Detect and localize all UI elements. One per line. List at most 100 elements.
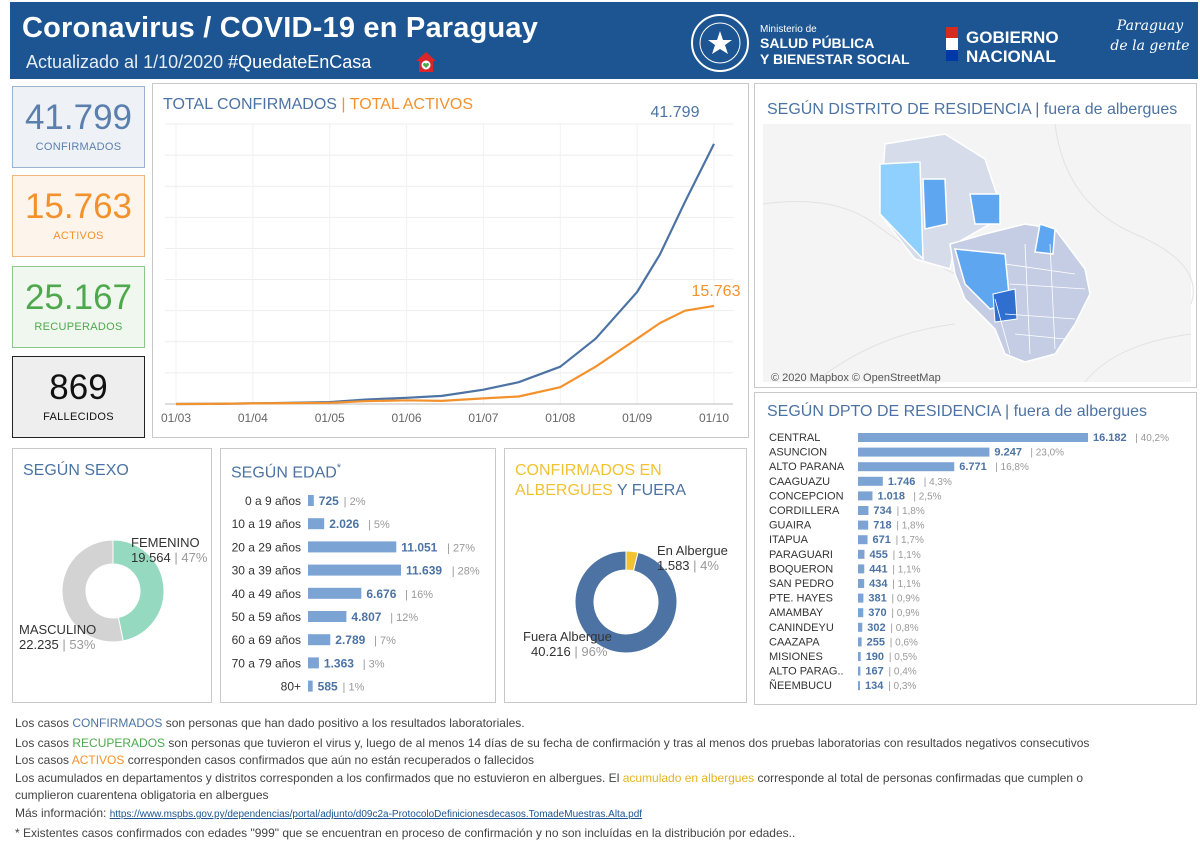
fn2-b: RECUPERADOS xyxy=(72,736,166,750)
slogan-line1: Paraguay xyxy=(1116,18,1184,34)
map-alto-paraguay-district xyxy=(879,161,924,261)
bar-pct-label: | 16,8% xyxy=(995,462,1029,473)
bar-value-label: 455 xyxy=(869,549,887,561)
bar-value-label: 2.026 xyxy=(329,517,359,531)
bar xyxy=(308,541,397,553)
kpi-deaths-label: FALLECIDOS xyxy=(43,411,114,423)
bar-category-label: SAN PEDRO xyxy=(769,578,834,590)
age-title-text: SEGÚN EDAD xyxy=(231,464,337,482)
bar-category-label: CONCEPCION xyxy=(769,490,844,502)
bar-pct-label: | 16% xyxy=(405,589,433,601)
bar-category-label: BOQUERON xyxy=(769,563,833,575)
shelter-title-line1: CONFIRMADOS EN xyxy=(515,462,662,479)
bar-pct-label: | 0,6% xyxy=(890,637,918,648)
trend-title-sep: | xyxy=(341,96,346,113)
bar-value-label: 134 xyxy=(865,680,884,692)
shelter-donut-chart xyxy=(574,550,678,654)
shelter-out-value: 40.216 xyxy=(531,644,571,659)
bar xyxy=(308,587,362,599)
age-title-note: * xyxy=(336,462,342,474)
fn4-a: Los acumulados en departamentos y distri… xyxy=(15,771,620,785)
sex-female-value: 19.564 xyxy=(131,550,171,565)
trend-x-tick-label: 01/06 xyxy=(392,411,422,425)
more-info-link[interactable]: https://www.mspbs.gov.py/dependencias/po… xyxy=(109,809,643,820)
slogan-line2: de la gente xyxy=(1110,38,1190,54)
bar-category-label: PARAGUARI xyxy=(769,549,833,561)
bar-value-label: 11.051 xyxy=(401,540,437,554)
bar-pct-label: | 12% xyxy=(390,612,418,624)
bar-value-label: 167 xyxy=(865,666,883,678)
bar-category-label: CANINDEYU xyxy=(769,622,834,634)
ministry-logo: Ministerio de SALUD PÚBLICA Y BIENESTAR … xyxy=(760,24,910,67)
shelter-title-fuera: Y FUERA xyxy=(616,482,687,499)
fn6-a: Más información: xyxy=(15,806,107,820)
gob-line1: GOBIERNO xyxy=(966,28,1059,47)
bar-pct-label: | 40,2% xyxy=(1135,433,1169,444)
shelter-out-slice xyxy=(574,550,678,654)
bar-category-label: AMAMBAY xyxy=(769,607,824,619)
bar-pct-label: | 28% xyxy=(452,566,480,578)
bar xyxy=(308,518,325,530)
bar-value-label: 2.789 xyxy=(335,633,365,647)
bar-category-label: CENTRAL xyxy=(769,432,820,444)
bar-category-label: 80+ xyxy=(281,680,301,694)
bar-pct-label: | 1,1% xyxy=(892,579,920,590)
shelter-in-value: 1.583 xyxy=(657,558,690,573)
trend-x-tick-label: 01/04 xyxy=(238,411,268,425)
sex-male-value: 22.235 xyxy=(19,637,59,652)
bar-category-label: PTE. HAYES xyxy=(769,593,833,605)
ministry-seal-icon xyxy=(691,14,749,72)
bar-value-label: 1.746 xyxy=(888,476,916,488)
bar xyxy=(858,681,860,691)
bar-category-label: 20 a 29 años xyxy=(232,540,301,554)
bar-value-label: 718 xyxy=(873,520,891,532)
bar xyxy=(858,652,861,661)
hashtag: #QuedateEnCasa xyxy=(228,52,372,72)
bar-pct-label: | 27% xyxy=(447,542,475,554)
bar xyxy=(308,564,401,576)
trend-x-tick-label: 01/10 xyxy=(699,411,729,425)
dept-title: SEGÚN DPTO DE RESIDENCIA | fuera de albe… xyxy=(767,403,1148,420)
fn2-c: son personas que tuvieron el virus y, lu… xyxy=(168,736,1090,750)
footer-note-more-info: Más información: https://www.mspbs.gov.p… xyxy=(15,806,642,820)
fn3-a: Los casos xyxy=(15,753,70,767)
bar-category-label: ALTO PARAG.. xyxy=(769,666,844,678)
bar-pct-label: | 3% xyxy=(363,658,385,670)
bar xyxy=(858,608,864,618)
bar-pct-label: | 2,5% xyxy=(913,491,941,502)
shelter-title: CONFIRMADOS EN ALBERGUES Y FUERA xyxy=(515,461,686,501)
sex-title: SEGÚN SEXO xyxy=(23,462,129,479)
bar-value-label: 4.807 xyxy=(351,610,381,624)
map-boqueron-district xyxy=(922,178,948,230)
house-heart-icon xyxy=(416,52,436,72)
bar-value-label: 381 xyxy=(868,593,886,605)
bar-category-label: ASUNCION xyxy=(769,447,827,459)
map-title: SEGÚN DISTRITO DE RESIDENCIA | fuera de … xyxy=(767,101,1178,118)
footer-note-confirmed: Los casos CONFIRMADOS son personas que h… xyxy=(15,716,525,730)
fn3-b: ACTIVOS xyxy=(71,753,125,767)
map-panel: SEGÚN DISTRITO DE RESIDENCIA | fuera de … xyxy=(754,83,1197,388)
bar-value-label: 441 xyxy=(869,563,887,575)
kpi-active-label: ACTIVOS xyxy=(53,230,104,242)
bar xyxy=(858,462,955,472)
sex-female-name: FEMENINO xyxy=(131,535,200,550)
bar-pct-label: | 1,1% xyxy=(892,564,920,575)
bar-pct-label: | 0,9% xyxy=(891,608,919,619)
footer-note-accumulated-2: cumplieron cuarentena obligatoria en alb… xyxy=(15,788,269,802)
ministry-line2: Y BIENESTAR SOCIAL xyxy=(760,51,910,67)
page-title: Coronavirus / COVID-19 en Paraguay xyxy=(22,12,539,44)
bar xyxy=(858,637,862,647)
fn1-b: CONFIRMADOS xyxy=(72,716,163,730)
bar xyxy=(858,666,861,676)
sex-female-pct: | 47% xyxy=(174,550,208,565)
slogan-logo: Paraguay de la gente xyxy=(1105,16,1195,56)
bar-value-label: 190 xyxy=(866,651,884,663)
district-map: © 2020 Mapbox © OpenStreetMap xyxy=(762,123,1194,384)
bar xyxy=(858,564,865,574)
kpi-recovered-value: 25.167 xyxy=(24,278,133,317)
fn2-a: Los casos xyxy=(15,736,70,750)
bar-value-label: 734 xyxy=(873,505,892,517)
kpi-deaths: 869 FALLECIDOS xyxy=(12,356,145,438)
kpi-active: 15.763 ACTIVOS xyxy=(12,175,145,257)
shelter-panel: CONFIRMADOS EN ALBERGUES Y FUERA En Albe… xyxy=(504,448,747,703)
